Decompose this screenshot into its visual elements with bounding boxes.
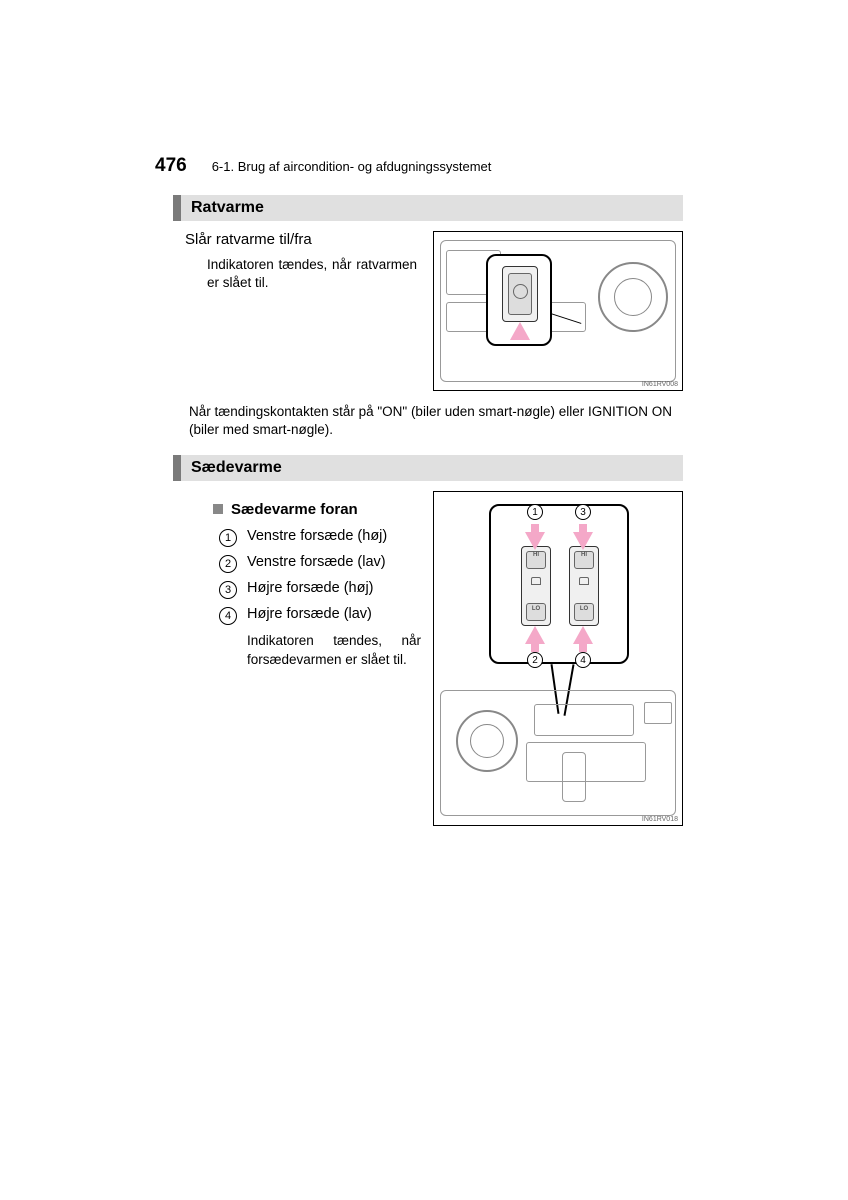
list-text-2: Venstre forsæde (lav) (247, 554, 386, 570)
figure-seat-heater: HI HI LO LO 1 3 2 4 (433, 491, 683, 826)
lo-label-left: LO (527, 606, 545, 612)
list-item: 4 Højre forsæde (lav) (219, 606, 419, 625)
list-number-3: 3 (219, 581, 237, 599)
section1-content: IN61RV008 Slår ratvarme til/fra Indikato… (185, 231, 683, 391)
page-number: 476 (155, 155, 187, 177)
list-text-4: Højre forsæde (lav) (247, 606, 372, 622)
section1-body: Indikatoren tændes, når ratvarmen er slå… (207, 256, 417, 292)
section-title-ratvarme: Ratvarme (173, 195, 683, 221)
section2-content: HI HI LO LO 1 3 2 4 (185, 491, 683, 826)
callout-3: 3 (575, 504, 591, 520)
list-item: 1 Venstre forsæde (høj) (219, 528, 419, 547)
figure-code-2: IN61RV018 (642, 816, 678, 823)
section-path: 6-1. Brug af aircondition- og afdugnings… (212, 159, 492, 174)
list-number-2: 2 (219, 555, 237, 573)
figure-steering-heater: IN61RV008 (433, 231, 683, 391)
hi-label-left: HI (527, 552, 545, 558)
numbered-list: 1 Venstre forsæde (høj) 2 Venstre forsæd… (219, 528, 419, 625)
ignition-note: Når tændingskontakten står på "ON" (bile… (189, 403, 683, 439)
section2-note: Indikatoren tændes, når forsædevarmen er… (247, 632, 437, 668)
hi-label-right: HI (575, 552, 593, 558)
list-text-3: Højre forsæde (høj) (247, 580, 374, 596)
callout-4: 4 (575, 652, 591, 668)
section-title-saedevarme: Sædevarme (173, 455, 683, 481)
list-item: 2 Venstre forsæde (lav) (219, 554, 419, 573)
list-item: 3 Højre forsæde (høj) (219, 580, 419, 599)
callout-1: 1 (527, 504, 543, 520)
lo-label-right: LO (575, 606, 593, 612)
callout-2: 2 (527, 652, 543, 668)
figure-code-1: IN61RV008 (642, 381, 678, 388)
list-text-1: Venstre forsæde (høj) (247, 528, 387, 544)
square-bullet-icon (213, 504, 223, 514)
page-header: 476 6-1. Brug af aircondition- og afdugn… (155, 155, 683, 177)
list-number-1: 1 (219, 529, 237, 547)
list-number-4: 4 (219, 607, 237, 625)
